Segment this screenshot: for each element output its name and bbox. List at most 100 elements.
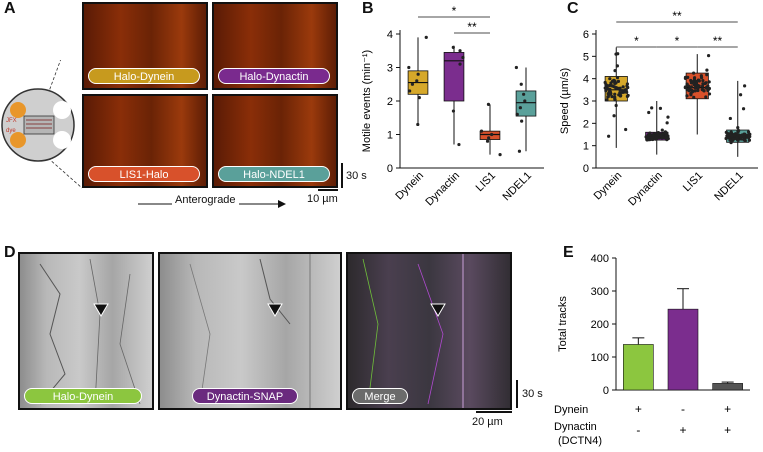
bar bbox=[623, 344, 654, 391]
significance-label: * bbox=[675, 34, 680, 48]
data-point bbox=[624, 127, 628, 132]
data-point bbox=[739, 137, 743, 141]
row-label-dynein: Dynein bbox=[554, 404, 588, 416]
box-dynactin bbox=[443, 52, 465, 102]
data-point bbox=[654, 135, 659, 139]
y-tick-label: 100 bbox=[591, 352, 609, 364]
data-point bbox=[728, 116, 732, 121]
tile-label-halo-dynein: Halo-Dynein bbox=[88, 68, 200, 84]
data-point bbox=[645, 137, 649, 141]
data-point bbox=[741, 107, 746, 111]
data-point bbox=[522, 92, 526, 96]
y-tick-label: 5 bbox=[583, 51, 589, 63]
data-point bbox=[486, 102, 491, 106]
data-point bbox=[498, 153, 502, 157]
y-tick-label: 1 bbox=[583, 141, 589, 153]
tile-label-halo-dynactin: Halo-Dynactin bbox=[218, 68, 330, 84]
data-point bbox=[607, 134, 611, 138]
data-point bbox=[658, 106, 663, 110]
data-point bbox=[696, 88, 700, 93]
data-point bbox=[458, 62, 462, 66]
data-point bbox=[689, 81, 693, 85]
tile-label-dynactin-snap: Dynactin-SNAP bbox=[192, 388, 298, 404]
data-point bbox=[458, 49, 462, 53]
arrowhead-marker-icon bbox=[93, 303, 109, 317]
data-point bbox=[618, 88, 622, 92]
dye-label: dye bbox=[6, 128, 16, 134]
data-point bbox=[740, 133, 744, 137]
data-point bbox=[616, 79, 621, 83]
data-point bbox=[699, 75, 704, 80]
y-axis-label: Total tracks bbox=[557, 296, 569, 352]
data-point bbox=[666, 137, 670, 141]
row-label-dynactin: Dynactin bbox=[554, 421, 597, 433]
data-point bbox=[707, 92, 712, 96]
data-point bbox=[746, 130, 751, 134]
time-scale-bar-a bbox=[341, 163, 343, 188]
x-tick-label: NDEL1 bbox=[712, 170, 746, 204]
data-point bbox=[651, 133, 655, 137]
dynein-sign: + bbox=[635, 402, 642, 416]
data-point bbox=[701, 82, 705, 86]
data-point bbox=[614, 103, 618, 108]
data-point bbox=[724, 130, 728, 134]
kymograph-dynactin-snap: Dynactin-SNAP bbox=[158, 252, 342, 410]
data-point bbox=[737, 128, 741, 133]
data-point bbox=[490, 132, 494, 137]
data-point bbox=[416, 72, 420, 76]
data-point bbox=[410, 82, 415, 86]
kymograph-merge: Merge bbox=[346, 252, 512, 410]
dynactin-sign: - bbox=[636, 423, 640, 437]
data-point bbox=[693, 86, 697, 90]
data-point bbox=[700, 84, 705, 88]
data-point bbox=[685, 94, 689, 98]
data-point bbox=[625, 94, 630, 98]
y-tick-label: 0 bbox=[603, 385, 609, 397]
dish-schematic: JFX dye bbox=[1, 60, 83, 189]
data-point bbox=[660, 128, 664, 132]
data-point bbox=[408, 89, 412, 93]
y-tick-label: 4 bbox=[583, 74, 589, 86]
data-point bbox=[519, 82, 523, 86]
data-point bbox=[603, 80, 607, 85]
y-tick-label: 0 bbox=[387, 163, 393, 175]
space-scale-bar-a bbox=[318, 189, 338, 191]
significance-label: * bbox=[452, 4, 457, 18]
dynactin-sign: + bbox=[724, 423, 731, 437]
data-point bbox=[407, 65, 411, 70]
data-point bbox=[656, 131, 660, 135]
x-tick-label: Dynactin bbox=[423, 170, 462, 209]
data-point bbox=[739, 93, 743, 97]
panel-label-c: C bbox=[567, 0, 579, 17]
tile-label-lis1-halo: LIS1-Halo bbox=[88, 166, 200, 182]
data-point bbox=[619, 93, 623, 98]
data-point bbox=[697, 84, 701, 88]
panel-label-e: E bbox=[563, 244, 574, 261]
data-point bbox=[748, 132, 752, 136]
data-point bbox=[736, 126, 740, 130]
x-tick-label: Dynactin bbox=[626, 170, 665, 209]
data-point bbox=[523, 99, 527, 103]
chart-b-motile-events: 0 1 2 3 4 Motile events (min⁻¹) DyneinDynactin… bbox=[361, 4, 544, 209]
data-point bbox=[608, 83, 612, 88]
data-point bbox=[693, 89, 697, 93]
data-point bbox=[626, 85, 630, 90]
data-point bbox=[613, 98, 617, 102]
data-point bbox=[520, 119, 524, 123]
y-tick-label: 4 bbox=[387, 29, 393, 41]
chart-c-speed: 0 1 2 3 4 5 6 Speed (µm/s) Dynein Dynactin LIS1 NDE… bbox=[559, 9, 758, 209]
data-point bbox=[724, 136, 728, 141]
data-point bbox=[694, 82, 699, 86]
bar bbox=[712, 383, 743, 391]
data-point bbox=[612, 114, 616, 118]
kymograph-halo-dynein: Halo-Dynein bbox=[82, 2, 208, 90]
data-point bbox=[683, 75, 688, 79]
data-point bbox=[743, 139, 747, 143]
data-point bbox=[613, 92, 617, 96]
chart-e-total-tracks: 0 100 200 300 400 Total tracks + - - + + + Dynein Dyn… bbox=[554, 253, 750, 447]
data-point bbox=[729, 130, 733, 134]
data-point bbox=[729, 140, 733, 145]
data-point bbox=[731, 137, 736, 141]
data-point bbox=[417, 96, 421, 100]
x-tick-label: NDEL1 bbox=[501, 170, 535, 204]
